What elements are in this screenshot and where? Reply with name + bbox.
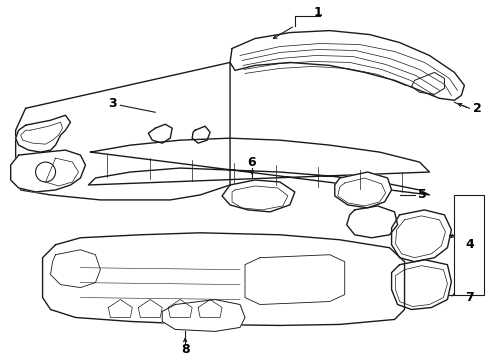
Text: 1: 1 — [314, 6, 322, 19]
Polygon shape — [192, 126, 210, 143]
Polygon shape — [347, 206, 397, 238]
Bar — [454, 195, 484, 294]
Polygon shape — [230, 31, 465, 100]
Text: 8: 8 — [181, 343, 190, 356]
Text: 6: 6 — [247, 156, 256, 168]
Polygon shape — [11, 150, 85, 192]
Text: 2: 2 — [473, 102, 482, 115]
Circle shape — [36, 162, 55, 182]
Polygon shape — [392, 260, 451, 310]
Text: 5: 5 — [418, 188, 427, 202]
Polygon shape — [89, 138, 429, 195]
Polygon shape — [335, 172, 392, 208]
Text: 7: 7 — [465, 291, 474, 304]
Text: 4: 4 — [465, 238, 474, 251]
Polygon shape — [162, 300, 245, 332]
Polygon shape — [43, 233, 405, 325]
Text: 3: 3 — [108, 97, 117, 110]
Polygon shape — [148, 124, 172, 143]
Polygon shape — [392, 210, 451, 262]
Polygon shape — [16, 115, 71, 152]
Polygon shape — [222, 180, 295, 212]
